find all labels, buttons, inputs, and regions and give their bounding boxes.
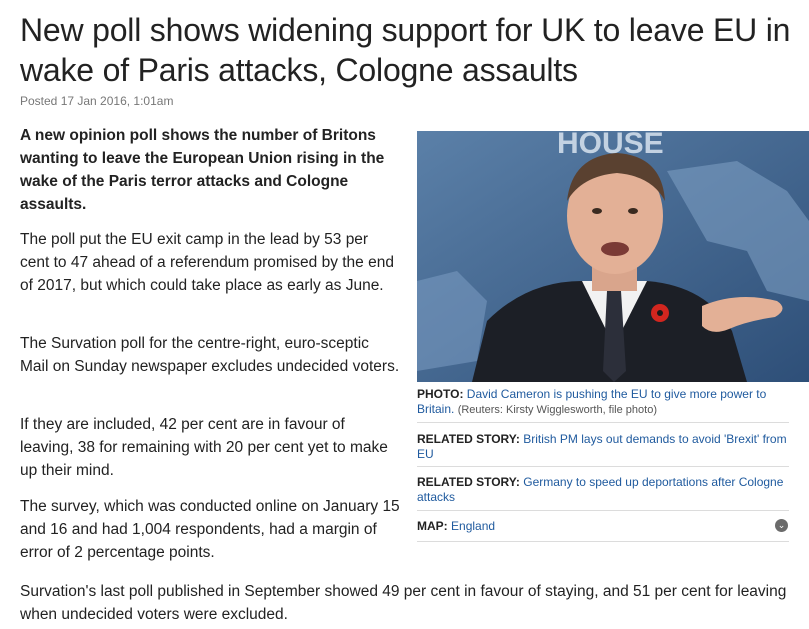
article-lead: A new opinion poll shows the number of B… bbox=[20, 127, 385, 213]
article-paragraph: The Survation poll for the centre-right,… bbox=[20, 335, 400, 375]
article-headline: New poll shows widening support for UK t… bbox=[20, 12, 791, 88]
map-row: MAP: England bbox=[417, 519, 797, 534]
article-photo[interactable]: HOUSE bbox=[417, 131, 809, 382]
photo-illustration: HOUSE bbox=[417, 131, 809, 382]
related-story-link[interactable]: British PM lays out demands to avoid 'Br… bbox=[417, 432, 787, 461]
divider bbox=[417, 422, 789, 423]
related-story-label: RELATED STORY: bbox=[417, 432, 520, 446]
related-story: RELATED STORY: British PM lays out deman… bbox=[417, 432, 797, 462]
map-label: MAP: bbox=[417, 519, 448, 533]
divider bbox=[417, 541, 789, 542]
article-paragraph: The survey, which was conducted online o… bbox=[20, 498, 400, 561]
divider bbox=[417, 466, 789, 467]
article-paragraph: The poll put the EU exit camp in the lea… bbox=[20, 231, 394, 294]
related-story-link[interactable]: Germany to speed up deportations after C… bbox=[417, 475, 784, 504]
related-story-label: RELATED STORY: bbox=[417, 475, 520, 489]
photo-caption: PHOTO: David Cameron is pushing the EU t… bbox=[417, 387, 797, 418]
photo-label: PHOTO: bbox=[417, 387, 464, 401]
photo-credit: (Reuters: Kirsty Wigglesworth, file phot… bbox=[457, 404, 657, 416]
map-link[interactable]: England bbox=[451, 519, 496, 533]
related-story: RELATED STORY: Germany to speed up depor… bbox=[417, 475, 797, 505]
divider bbox=[417, 510, 789, 511]
photo-caption-link[interactable]: David Cameron is pushing the EU to give … bbox=[417, 387, 767, 416]
article-paragraph: If they are included, 42 per cent are in… bbox=[20, 416, 388, 479]
posted-date: Posted 17 Jan 2016, 1:01am bbox=[20, 94, 174, 108]
article-paragraph: Survation's last poll published in Septe… bbox=[20, 583, 787, 623]
chevron-down-icon[interactable]: ⌄ bbox=[775, 519, 788, 532]
